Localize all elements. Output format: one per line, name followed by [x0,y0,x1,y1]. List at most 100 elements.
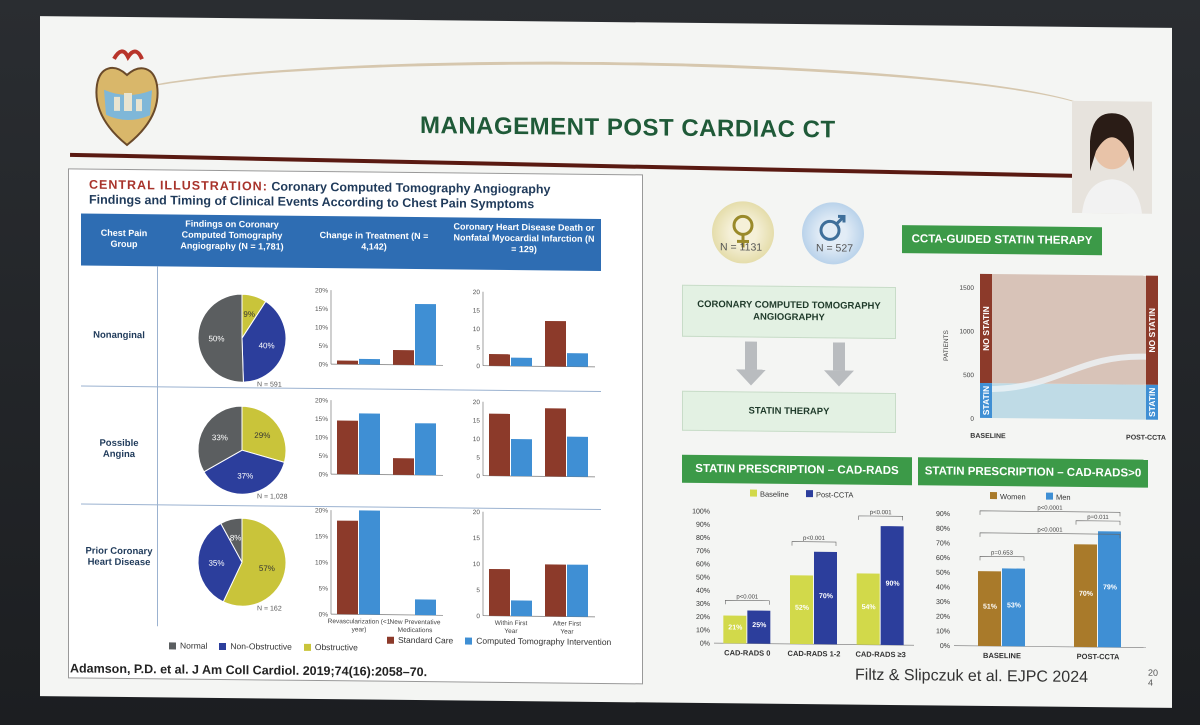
legend-label-normal: Normal [180,640,208,651]
bar-standard-care [337,420,358,475]
statin-label: STATIN [981,386,991,416]
slide-title: MANAGEMENT POST CARDIAC CT [420,112,836,144]
legend-swatch [1046,492,1053,500]
significance-bracket [979,532,1121,539]
row-label-prior-chd: Prior Coronary Heart Disease [85,545,153,569]
y-tick-label: 0% [940,643,950,650]
central-illustration-panel: CENTRAL ILLUSTRATION: Coronary Computed … [68,168,643,685]
bar-ct-intervention [415,423,436,476]
no-statin-label: NO STATIN [1147,308,1157,353]
header-events: Coronary Heart Disease Death or Nonfatal… [453,221,595,255]
central-illustration-title: CENTRAL ILLUSTRATION: Coronary Computed … [89,178,599,213]
statin-label: STATIN [1147,387,1157,417]
cadrads-gt0-bar-chart: 0% 10% 20% 30% 40% 50% 60% 70% 80% 90% Women Men 51%… [936,492,1146,661]
legend-label-standard-care: Standard Care [398,634,454,646]
legend-label: Post-CCTA [816,490,853,499]
bar-post-ccta [814,551,837,645]
bar-ct-intervention [359,358,380,365]
y-tick-label: 70% [696,548,710,555]
p-value-annotation: p<0.0001 [1037,505,1063,511]
pie-chart-prior-chd: 57% 35% 8% [197,517,287,607]
y-tick-label: 20% [696,614,710,621]
pie-slice-normal [197,293,244,383]
events-chart-possible-angina: 0 5 10 15 20 [473,399,595,480]
cadrads-bar-chart: 0% 10% 20% 30% 40% 50% 60% 70% 80% 90% 100% Baselin… [692,489,914,659]
pie-slice-label: 9% [243,310,255,319]
legend-swatch-nonobstructive [219,642,227,650]
events-chart-nonanginal: 0 5 10 15 20 [473,289,595,370]
y-tick-label: 80% [696,535,710,542]
y-tick-label: 15% [315,416,328,423]
y-tick-label: 0 [476,473,480,480]
legend-label-ct-intervention: Computed Tomography Intervention [476,635,612,648]
bar-standard-care [489,354,510,366]
bar-men [1002,568,1025,647]
pie-n-label: N = 1,028 [257,493,288,501]
y-tick-label: 20 [473,289,481,296]
bar-data-label: 70% [1079,591,1094,598]
x-tick-label: Medications [398,627,433,634]
y-tick-label: 10% [315,324,328,331]
cadrads-gt0-banner: STATIN PRESCRIPTION – CAD-RADS>0 [918,457,1148,488]
y-tick-label: 20 [473,399,481,406]
pie-chart-nonanginal: 9% 40% 50% [197,293,287,383]
row-label-nonanginal: Nonanginal [93,329,145,342]
y-tick-label: 40% [936,584,950,591]
bar-post-ccta [880,526,904,646]
bar-data-label: 54% [862,604,877,611]
row-divider [81,385,601,392]
x-label-post: POST-CCTA [1126,434,1166,441]
bar-ct-intervention [511,357,532,367]
bar-ct-intervention [511,600,532,617]
y-tick-label: 5% [319,453,329,460]
x-tick-label: CAD-RADS 1-2 [788,649,841,659]
y-tick-label: 15 [473,535,481,542]
pie-slice-label: 40% [259,341,275,350]
pie-slice-label: 33% [212,433,228,442]
bar-data-label: 25% [752,622,767,629]
cross-flow [989,353,1149,393]
bar-post-ccta [747,610,771,644]
y-tick-label: 10 [473,561,481,568]
y-tick-label: 5 [476,455,480,462]
y-tick-label: 10% [315,559,328,566]
y-tick-label: 100% [692,508,710,515]
y-tick-label: 10% [696,627,710,634]
no-statin-flow [990,274,1148,385]
legend-swatch [806,490,813,498]
y-tick-label: 20 [473,509,481,516]
y-tick-label: 1500 [960,285,975,292]
y-tick-label: 60% [936,555,950,562]
pie-slice-label: 57% [259,564,275,573]
bar-ct-intervention [567,564,588,617]
y-tick-label: 0% [319,471,329,478]
bar-data-label: 51% [983,604,998,611]
y-tick-label: 0 [476,363,480,370]
bar-baseline [856,573,880,645]
legend-swatch-obstructive [303,643,311,651]
page-number: 20 4 [1148,668,1158,688]
bar-standard-care [337,360,358,365]
no-statin-label: NO STATIN [981,306,991,351]
bar-standard-care [337,520,358,615]
pie-slice-label: 8% [230,533,242,542]
y-tick-label: 0% [319,611,329,618]
page-number-line2: 4 [1148,677,1154,688]
y-tick-label: 0 [476,613,480,620]
bar-ct-intervention [415,599,436,616]
ccta-box: CORONARY COMPUTED TOMOGRAPHY ANGIOGRAPHY [682,284,896,340]
header-change-in-treatment: Change in Treatment (N = 4,142) [319,230,429,252]
pie-slice-obstructive [222,517,287,607]
y-tick-label: 40% [696,588,710,595]
bar-standard-care [393,458,414,475]
y-tick-label: 0 [970,416,974,423]
pie-chart-possible-angina: 29% 37% 33% [197,405,287,495]
treatment-chart-possible-angina: 0% 5% 10% 15% 20% [315,397,443,479]
bar-ct-intervention [511,439,532,477]
y-tick-label: 15% [315,533,328,540]
no-statin-bar-post [1146,275,1158,385]
y-tick-label: 20% [315,287,328,294]
y-tick-label: 15 [473,308,481,315]
